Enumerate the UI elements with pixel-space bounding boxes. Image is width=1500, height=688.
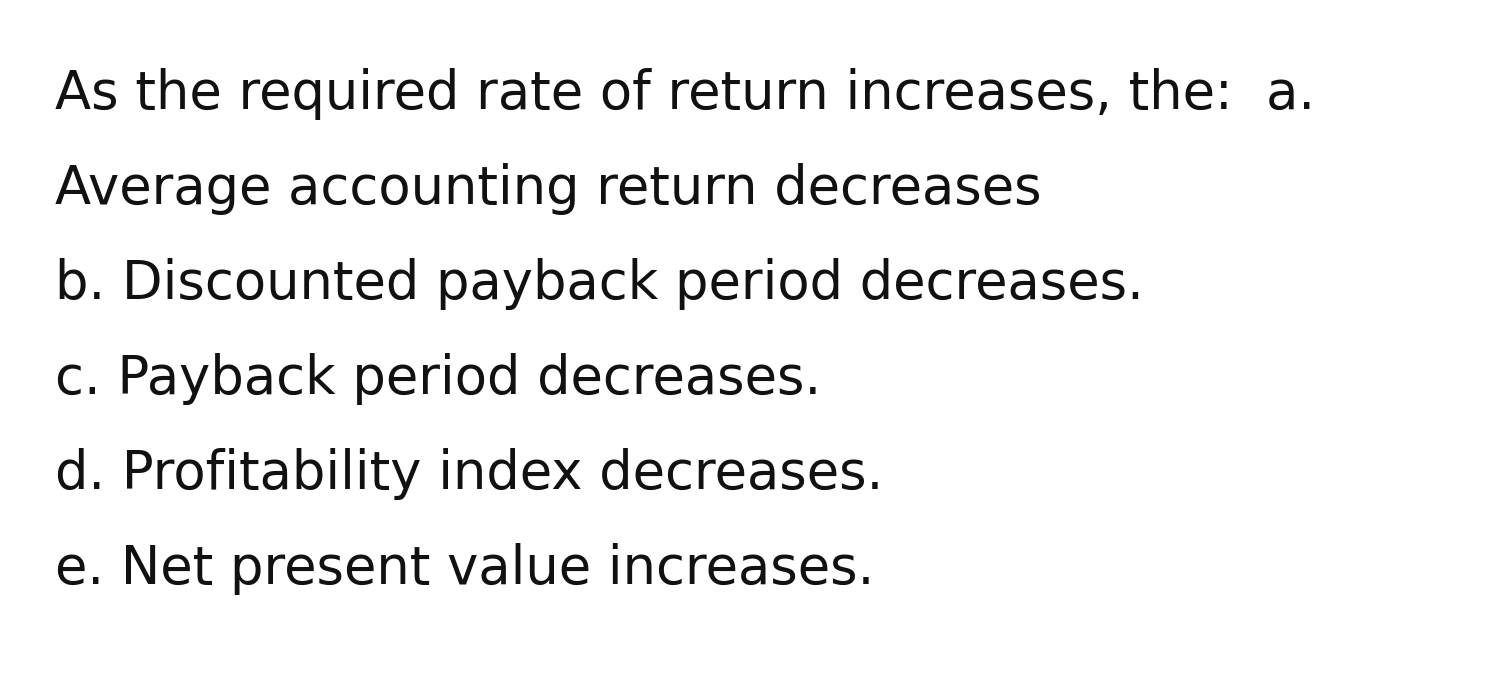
Text: c. Payback period decreases.: c. Payback period decreases.: [56, 353, 822, 405]
Text: b. Discounted payback period decreases.: b. Discounted payback period decreases.: [56, 258, 1144, 310]
Text: e. Net present value increases.: e. Net present value increases.: [56, 543, 874, 595]
Text: d. Profitability index decreases.: d. Profitability index decreases.: [56, 448, 883, 500]
Text: As the required rate of return increases, the:  a.: As the required rate of return increases…: [56, 68, 1316, 120]
Text: Average accounting return decreases: Average accounting return decreases: [56, 163, 1041, 215]
